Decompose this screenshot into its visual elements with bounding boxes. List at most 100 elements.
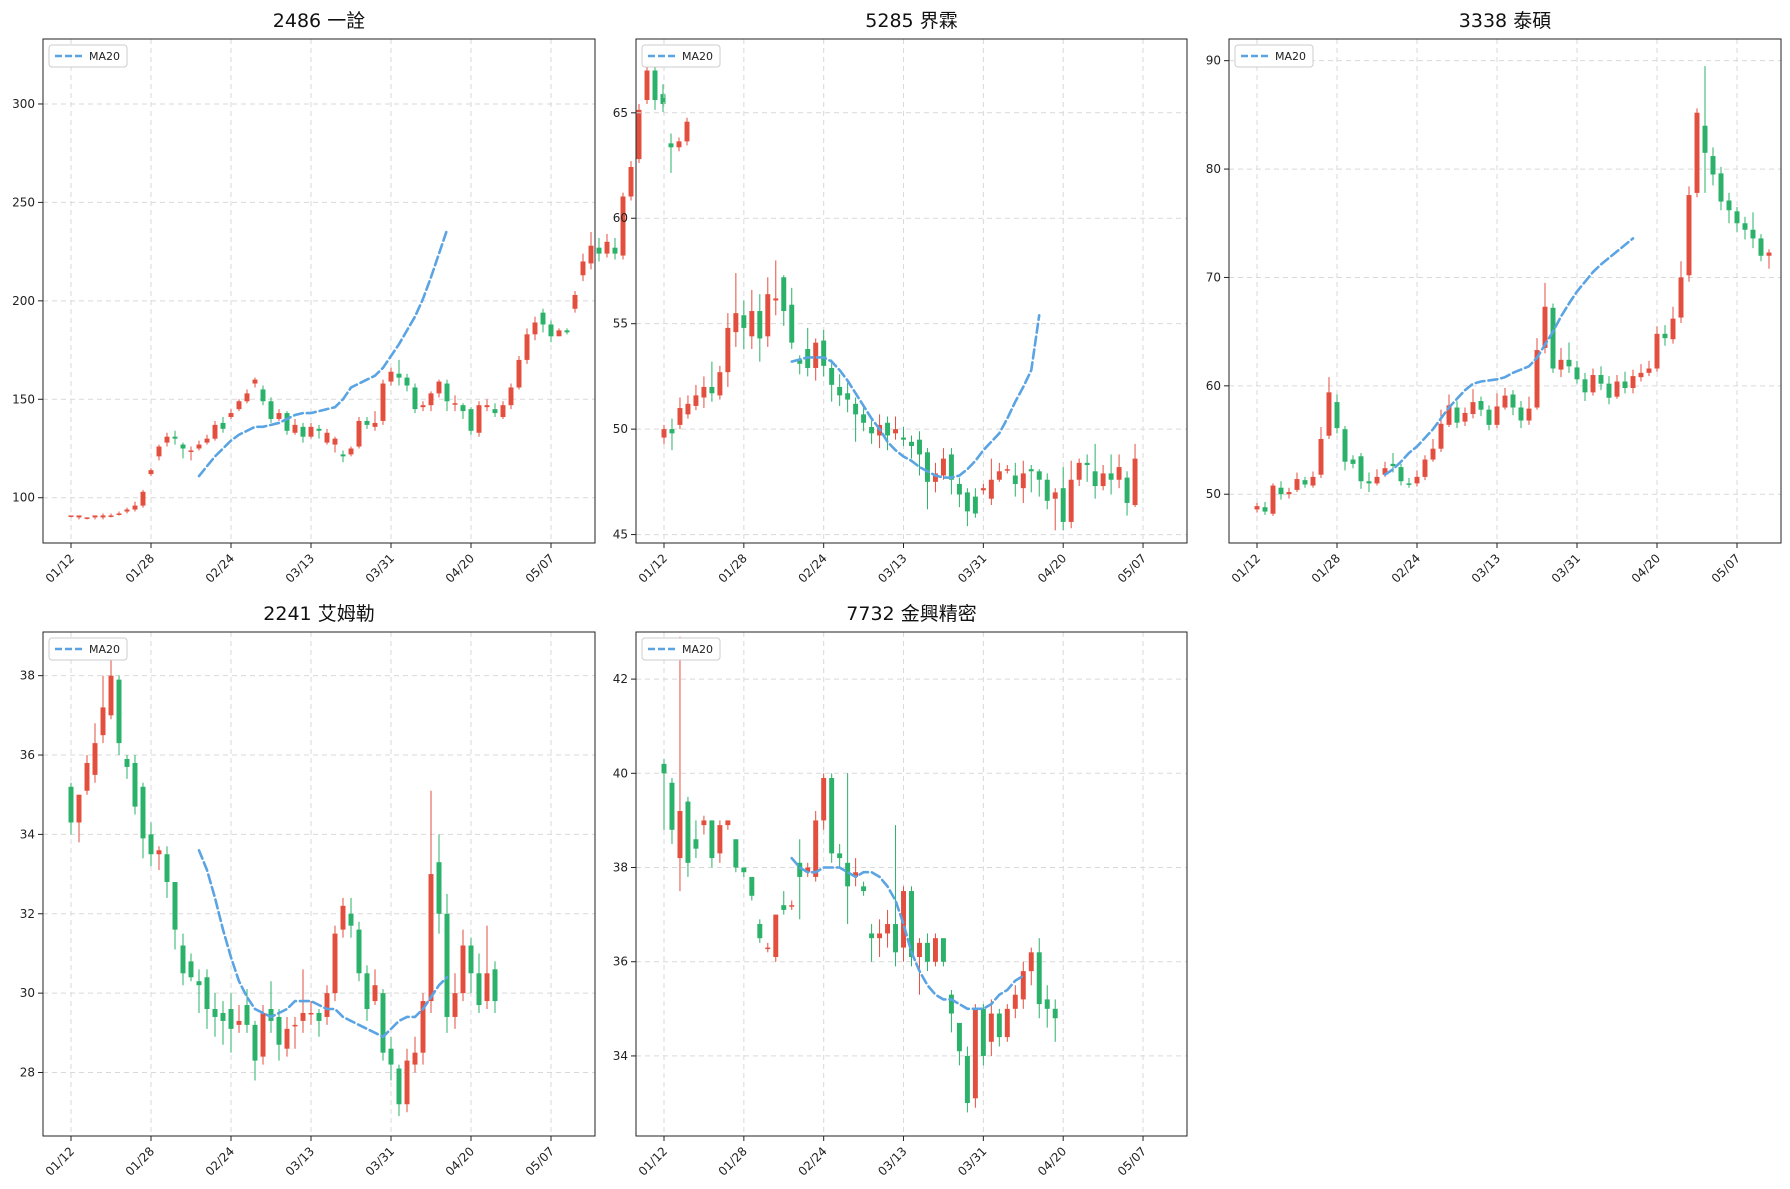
candle — [1638, 364, 1644, 382]
candle-body — [140, 491, 146, 506]
candle — [1630, 369, 1636, 394]
candle — [757, 919, 763, 943]
candle-body — [1462, 412, 1468, 422]
candle — [436, 379, 442, 398]
candle — [980, 1004, 986, 1066]
candle-body — [452, 403, 458, 405]
candle — [308, 422, 314, 439]
candle-body — [1382, 468, 1388, 475]
candle — [372, 411, 378, 431]
candle-body — [460, 405, 466, 412]
candle-body — [869, 933, 875, 939]
candle-body — [1438, 423, 1444, 449]
candle-body — [300, 1012, 306, 1021]
candle-body — [260, 1012, 266, 1057]
candle — [636, 103, 642, 164]
candle-body — [380, 993, 386, 1053]
candle — [132, 501, 138, 512]
candle-body — [180, 444, 186, 449]
x-tick-label: 03/13 — [875, 1144, 909, 1178]
candle-body — [428, 874, 434, 1002]
candle-body — [789, 304, 795, 343]
candle — [781, 275, 787, 326]
ma20-line — [197, 848, 449, 1039]
candle — [1734, 207, 1740, 232]
y-tick-label: 90 — [1206, 54, 1221, 68]
candle-body — [1254, 506, 1260, 510]
candle — [444, 379, 450, 412]
candle — [773, 914, 779, 962]
candle-body — [396, 373, 402, 378]
candle-body — [1052, 492, 1058, 499]
x-tick-label: 02/24 — [203, 551, 237, 585]
chart-panel: 45 50 55 60 65 01/12 01/28 02/24 03/13 03/31 04/20… — [613, 10, 1188, 586]
x-tick-label: 03/13 — [1469, 551, 1503, 585]
candle-body — [460, 945, 466, 994]
candle-body — [532, 322, 538, 335]
candle-body — [1366, 481, 1372, 484]
candle — [877, 919, 883, 958]
candle-body — [268, 401, 274, 419]
candle — [893, 416, 899, 440]
candle-body — [1092, 471, 1098, 487]
candle — [1598, 366, 1604, 391]
candle-body — [885, 924, 891, 934]
candle-body — [116, 679, 122, 744]
candle-body — [236, 401, 242, 410]
candle — [996, 1008, 1002, 1047]
candle-body — [1342, 429, 1348, 462]
candle-body — [980, 1008, 986, 1056]
candle-body — [988, 1013, 994, 1042]
candle — [869, 924, 875, 962]
candle-body — [116, 513, 122, 515]
candle — [300, 422, 306, 443]
candle-body — [1326, 392, 1332, 436]
candle-body — [316, 428, 322, 431]
candle — [717, 820, 723, 863]
candle — [725, 313, 731, 387]
candle — [116, 675, 122, 756]
candle-body — [252, 1024, 258, 1061]
candle — [685, 395, 691, 419]
y-tick-label: 36 — [20, 748, 35, 762]
candle-body — [660, 94, 666, 104]
y-tick-label: 45 — [613, 528, 628, 542]
candle-body — [757, 311, 763, 339]
candle — [917, 938, 922, 995]
candle-body — [1068, 479, 1074, 522]
x-tick-label: 02/24 — [795, 1144, 829, 1178]
candle — [701, 376, 707, 409]
candle — [1662, 325, 1668, 346]
candle-body — [932, 938, 938, 962]
candle — [709, 820, 715, 868]
x-tick-label: 04/20 — [1629, 551, 1663, 585]
candle-body — [1758, 238, 1764, 256]
candle — [829, 773, 835, 863]
candle-body — [292, 424, 298, 433]
candle — [805, 862, 811, 877]
candle — [172, 882, 178, 950]
candle-body — [1028, 952, 1034, 972]
candle-body — [1750, 229, 1756, 239]
candle — [628, 161, 634, 201]
candle-body — [676, 141, 682, 148]
candle — [220, 417, 226, 433]
candle — [948, 448, 954, 495]
candle-body — [996, 471, 1002, 480]
candle-body — [1606, 383, 1612, 398]
candle — [292, 418, 298, 435]
candle — [356, 921, 362, 982]
candle-body — [612, 247, 618, 254]
candle — [388, 1036, 394, 1081]
candle — [821, 330, 827, 377]
candle-body — [741, 867, 747, 873]
candle — [404, 373, 410, 392]
candle-body — [1654, 333, 1660, 369]
candle — [284, 411, 290, 435]
candle-body — [372, 985, 378, 1002]
candle-body — [1446, 405, 1452, 425]
candle — [853, 397, 859, 442]
candle — [364, 417, 370, 429]
candle — [1574, 360, 1580, 384]
candle — [620, 192, 626, 260]
